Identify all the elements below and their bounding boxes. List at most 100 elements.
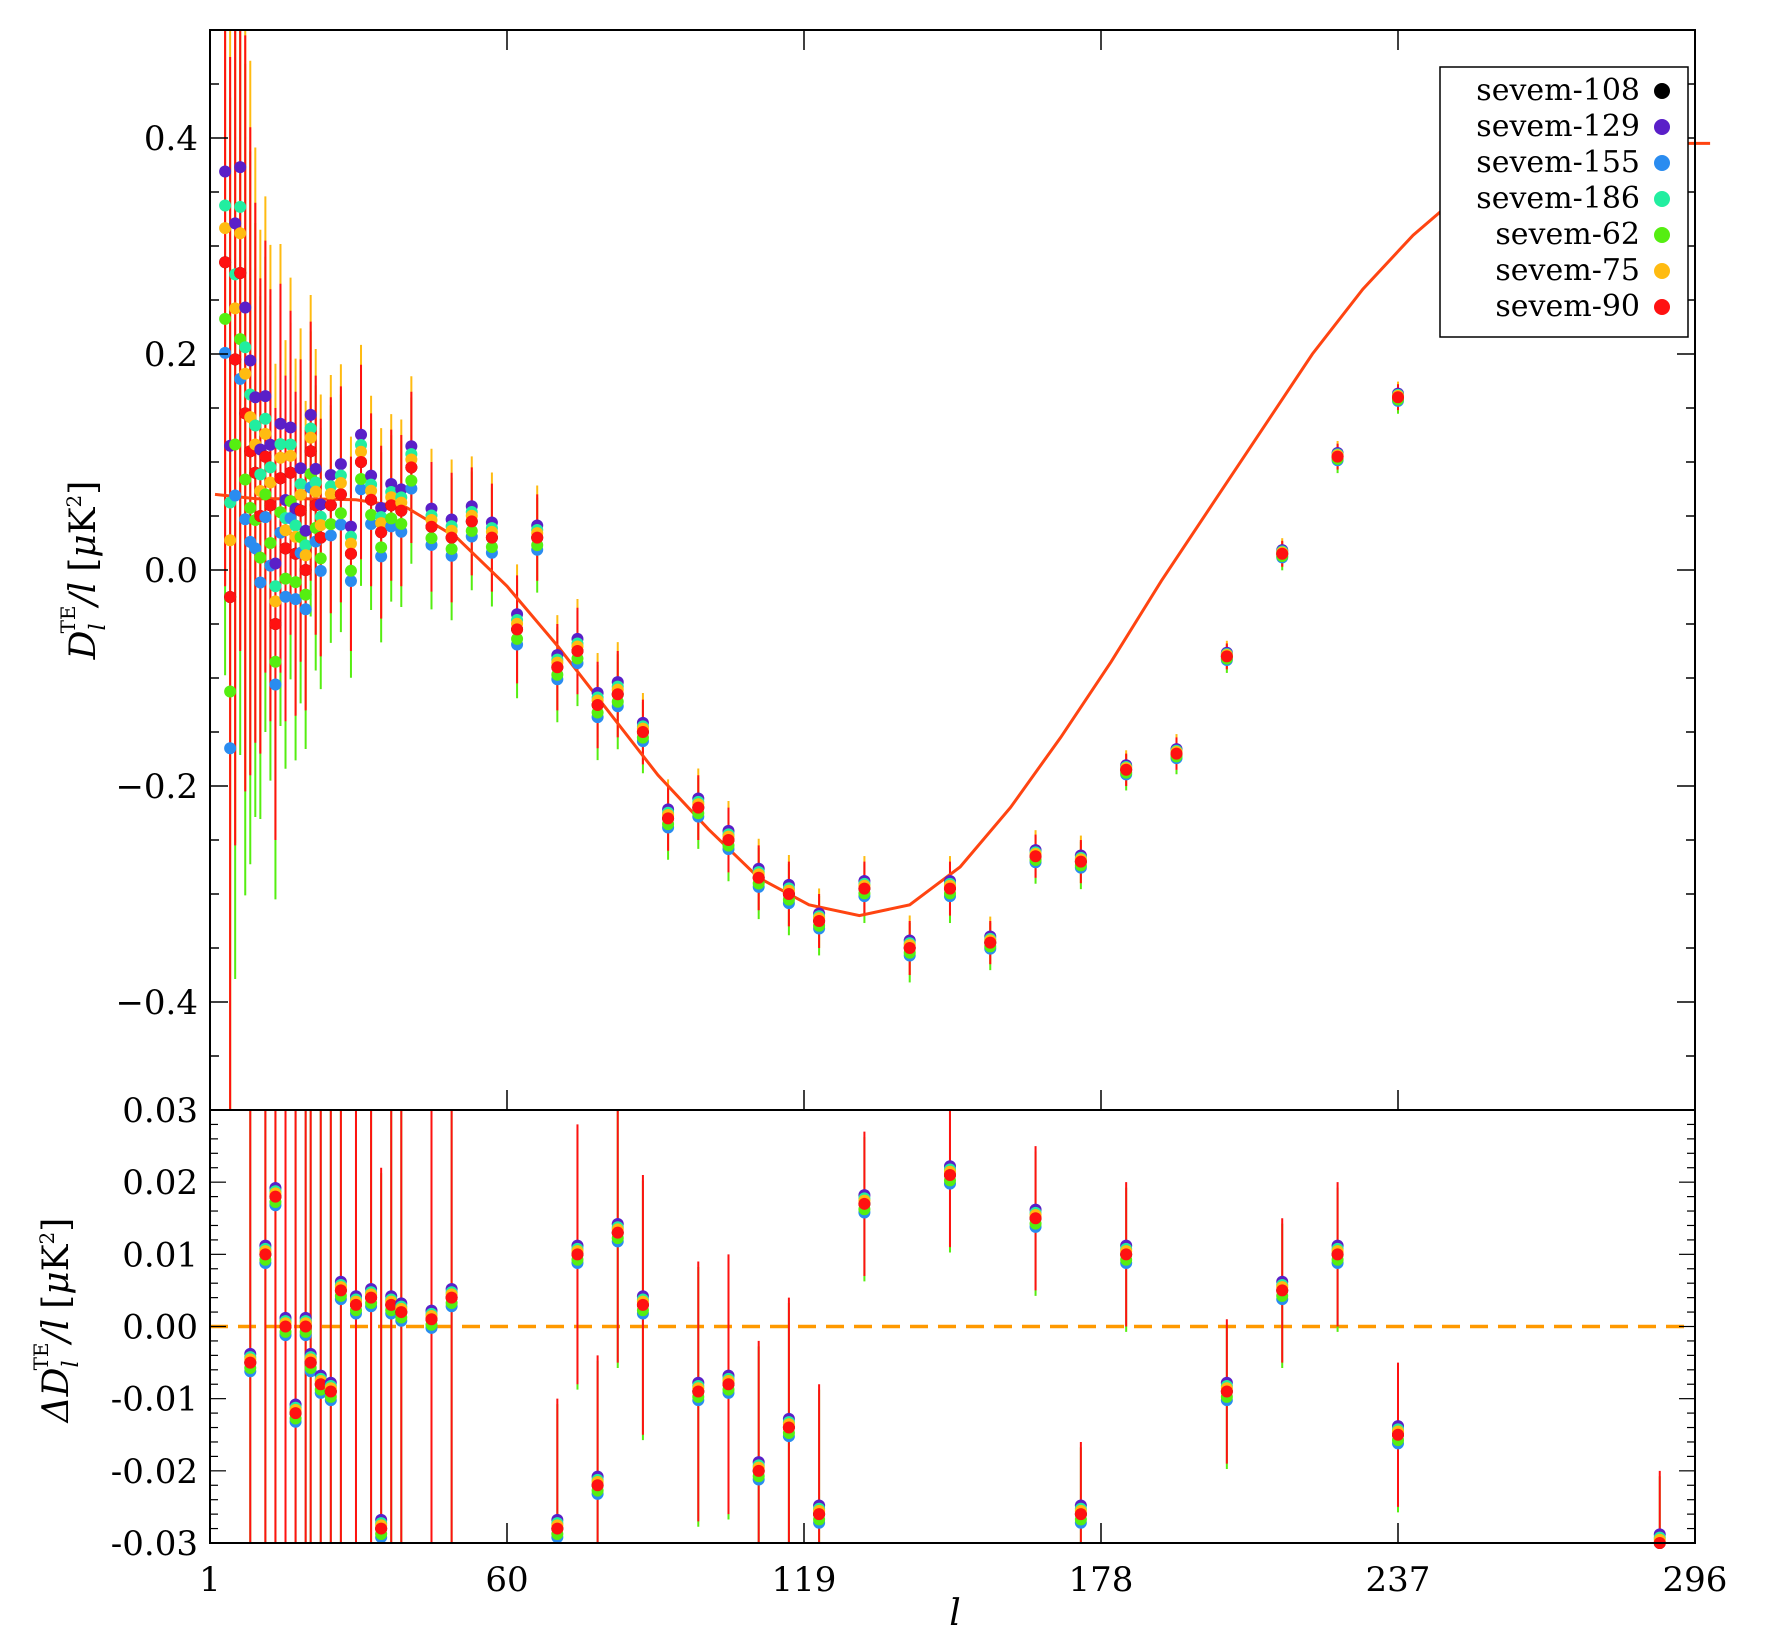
bottom-data-point <box>611 1226 624 1239</box>
top-data-point <box>289 519 302 532</box>
legend-label: sevem-62 <box>1495 217 1640 252</box>
top-data-point <box>344 547 357 560</box>
top-data-point <box>229 489 242 502</box>
bottom-data-point <box>304 1356 317 1369</box>
top-data-point <box>375 502 388 515</box>
bottom-data-point <box>943 1168 956 1181</box>
bottom-data-point <box>1029 1212 1042 1225</box>
top-data-point <box>571 645 584 657</box>
bottom-data-point <box>324 1385 337 1398</box>
y-tick-label: -0.02 <box>111 1452 198 1492</box>
top-data-point <box>254 576 267 589</box>
top-data-point <box>375 517 388 530</box>
y-tick-label: 0.4 <box>144 119 198 159</box>
top-data-point <box>284 438 297 451</box>
top-data-point <box>813 915 826 927</box>
top-data-point <box>294 504 307 517</box>
top-data-point <box>858 882 871 895</box>
top-data-point <box>551 661 564 674</box>
bottom-data-point <box>571 1248 584 1261</box>
top-data-point <box>249 542 262 555</box>
top-data-point <box>284 449 297 462</box>
legend-marker <box>1654 227 1670 243</box>
top-data-point <box>385 512 398 525</box>
legend-marker <box>1654 299 1670 315</box>
top-data-point <box>289 593 302 606</box>
bottom-data-point <box>1120 1248 1133 1261</box>
top-data-point <box>485 541 498 554</box>
top-data-point <box>219 199 232 212</box>
top-data-point <box>385 499 398 512</box>
top-data-point <box>234 161 247 174</box>
top-data-point <box>304 445 317 458</box>
top-data-point <box>234 200 247 213</box>
top-data-point <box>782 888 795 900</box>
top-y-axis-label: DlTE/l[μK2] <box>56 481 111 661</box>
bottom-data-point <box>752 1464 765 1477</box>
top-data-point <box>375 526 388 539</box>
top-ticks <box>209 30 1696 1110</box>
bottom-data-point <box>269 1190 282 1203</box>
bottom-data-point <box>334 1284 347 1297</box>
legend-label: sevem-108 <box>1476 73 1640 108</box>
x-tick-label: 119 <box>772 1560 837 1600</box>
bottom-data-point <box>813 1508 826 1521</box>
bottom-data-point <box>365 1291 378 1304</box>
top-data-point <box>1392 391 1404 404</box>
legend-label: sevem-75 <box>1495 253 1640 288</box>
x-tick-label: 1 <box>199 1560 221 1600</box>
top-data-point <box>752 871 765 884</box>
top-data-point <box>219 346 232 359</box>
top-data-point <box>279 572 292 585</box>
top-data-point <box>229 217 242 230</box>
top-data-point <box>219 165 232 178</box>
x-tick-label: 296 <box>1663 1560 1728 1600</box>
legend-label: sevem-90 <box>1495 289 1640 324</box>
top-data-point <box>984 936 997 949</box>
bottom-data-point <box>722 1378 735 1391</box>
top-data-point <box>254 551 267 564</box>
top-data-point <box>365 484 378 497</box>
top-data-point <box>259 488 272 501</box>
top-data-point <box>299 564 312 576</box>
top-data-point <box>294 478 307 491</box>
y-tick-label: 0.03 <box>122 1091 198 1131</box>
top-data-point <box>224 534 237 547</box>
top-data-point <box>249 419 262 432</box>
y-tick-label: 0.2 <box>144 335 198 375</box>
top-data-point <box>334 518 347 531</box>
y-tick-label: 0.0 <box>144 551 198 591</box>
top-data-point <box>334 458 347 471</box>
top-data-point <box>324 518 337 531</box>
top-data-point <box>279 590 292 603</box>
top-data-point <box>485 531 498 544</box>
top-data-point <box>224 591 237 603</box>
top-data-point <box>269 595 282 608</box>
bottom-data-point <box>425 1313 438 1326</box>
top-data-point <box>304 431 317 444</box>
top-data-point <box>294 462 307 475</box>
top-data-point <box>395 517 408 530</box>
top-data-point <box>289 576 302 589</box>
bottom-data-point <box>1074 1508 1087 1521</box>
top-data-point <box>234 267 247 279</box>
top-data-point <box>355 456 368 468</box>
legend-marker <box>1654 155 1670 171</box>
top-data-point <box>229 438 242 451</box>
top-data-point <box>284 466 297 479</box>
bottom-data-point <box>375 1522 388 1535</box>
top-data-point <box>355 428 368 441</box>
top-data-point <box>259 511 272 524</box>
top-data-point <box>299 524 312 537</box>
top-data-point <box>395 504 408 517</box>
top-data-point <box>611 688 624 701</box>
x-axis-label: l <box>949 1593 961 1634</box>
top-data-point <box>314 519 327 532</box>
legend: sevem-108sevem-129sevem-155sevem-186seve… <box>1439 66 1689 338</box>
y-tick-label: 0.00 <box>122 1308 198 1348</box>
top-data-point <box>722 834 735 846</box>
top-data-point <box>259 450 272 463</box>
legend-label: sevem-129 <box>1476 109 1640 144</box>
top-data-points <box>219 96 1646 962</box>
